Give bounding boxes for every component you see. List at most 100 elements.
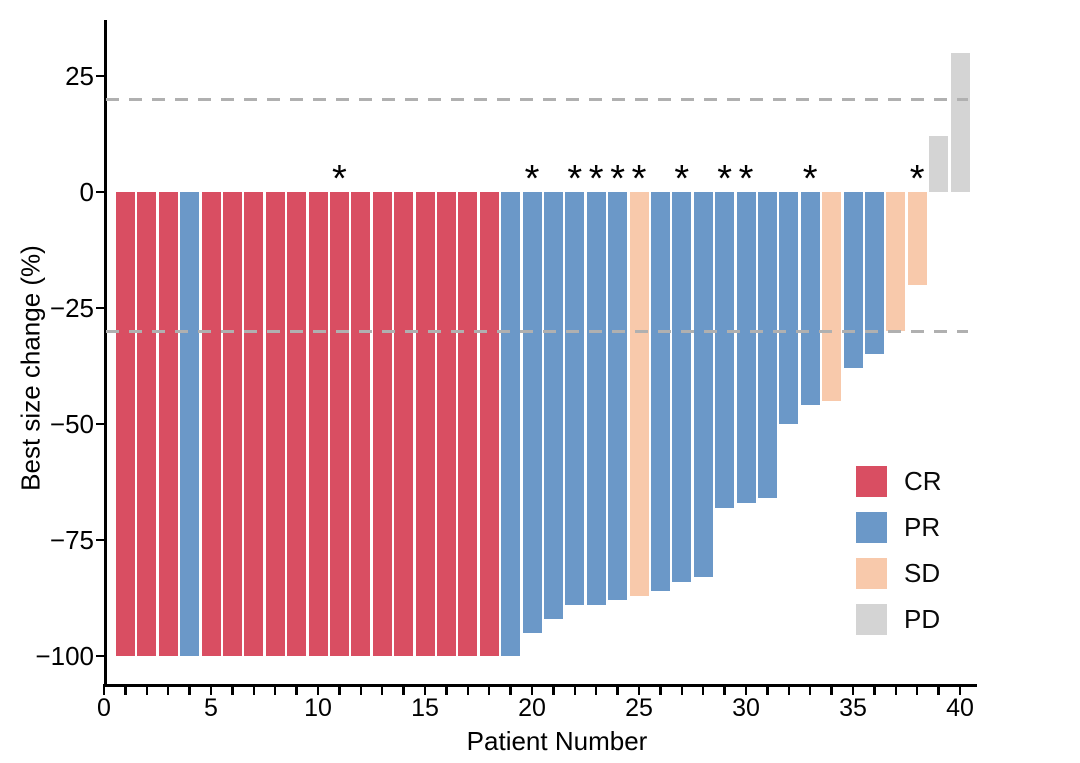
bar-patient-28-pr: [693, 192, 713, 578]
asterisk-patient-38: *: [909, 158, 925, 200]
bar-patient-19-pr: [501, 192, 521, 656]
threshold-line--30: [106, 329, 968, 333]
bar-patient-17-cr: [458, 192, 478, 656]
asterisk-patient-27: *: [674, 158, 690, 200]
x-tick-38: [915, 687, 919, 695]
bar-patient-35-pr: [843, 192, 863, 369]
x-tick-10: [316, 687, 320, 695]
bar-patient-18-cr: [479, 192, 499, 656]
asterisk-patient-25: *: [631, 158, 647, 200]
bar-patient-39-pd: [929, 136, 949, 192]
bar-patient-26-pr: [650, 192, 670, 592]
x-tick-32: [787, 687, 791, 695]
bar-patient-11-cr: [329, 192, 349, 656]
x-tick-label-40: 40: [946, 694, 974, 722]
x-tick-37: [894, 687, 898, 695]
y-tick-label--50: −50: [49, 409, 94, 439]
bar-patient-21-pr: [543, 192, 563, 619]
y-axis-title: Best size change (%): [15, 245, 46, 491]
x-tick-label-25: 25: [625, 694, 653, 722]
x-tick-21: [552, 687, 555, 695]
bar-patient-29-pr: [715, 192, 735, 508]
x-tick-39: [937, 687, 940, 695]
x-tick-36: [873, 687, 876, 695]
bar-patient-24-pr: [608, 192, 628, 601]
x-tick-label-0: 0: [97, 694, 111, 722]
x-axis-title: Patient Number: [466, 726, 648, 756]
x-tick-5: [209, 687, 213, 695]
legend-swatch-SD: [856, 558, 887, 589]
x-tick-9: [295, 687, 298, 695]
bar-patient-32-pr: [779, 192, 799, 424]
x-tick-8: [273, 687, 277, 695]
bar-patient-40-pd: [950, 52, 970, 192]
legend-swatch-CR: [856, 466, 887, 497]
y-tick-label--25: −25: [49, 293, 94, 323]
y-tick--75: [96, 538, 104, 542]
x-tick-label-15: 15: [411, 694, 439, 722]
x-tick-27: [680, 687, 684, 695]
x-tick-4: [188, 687, 191, 695]
x-axis-line: [103, 684, 977, 687]
x-tick-19: [509, 687, 512, 695]
x-tick-26: [659, 687, 662, 695]
legend-item-SD: SD: [856, 558, 942, 589]
x-tick-11: [338, 687, 341, 695]
x-tick-29: [723, 687, 726, 695]
x-tick-25: [637, 687, 641, 695]
y-tick-label-0: 0: [79, 177, 94, 207]
bar-patient-15-cr: [415, 192, 435, 656]
x-tick-1: [124, 687, 127, 695]
bar-patient-33-pr: [800, 192, 820, 406]
bar-patient-4-pr: [180, 192, 200, 656]
asterisk-patient-24: *: [610, 158, 625, 200]
asterisk-patient-22: *: [567, 158, 583, 200]
y-tick-label-25: 25: [65, 61, 94, 91]
legend-item-PD: PD: [856, 604, 942, 635]
bar-patient-36-pr: [864, 192, 884, 355]
bar-patient-5-cr: [201, 192, 221, 656]
asterisk-patient-30: *: [738, 158, 754, 200]
y-tick--100: [96, 654, 104, 658]
x-tick-33: [808, 687, 812, 695]
x-tick-label-20: 20: [518, 694, 546, 722]
legend-swatch-PD: [856, 604, 887, 635]
bar-patient-7-cr: [244, 192, 264, 656]
bar-patient-30-pr: [736, 192, 756, 503]
y-tick-label--75: −75: [49, 525, 94, 555]
x-tick-7: [252, 687, 256, 695]
x-tick-34: [830, 687, 833, 695]
bar-patient-20-pr: [522, 192, 542, 633]
bar-patient-9-cr: [287, 192, 307, 656]
bar-patient-22-pr: [565, 192, 585, 605]
legend-label-SD: SD: [904, 558, 941, 588]
bar-patient-1-cr: [115, 192, 135, 656]
y-tick--50: [96, 422, 104, 426]
bar-patient-2-cr: [137, 192, 157, 656]
legend: CR PR SD PD: [856, 466, 942, 650]
x-tick-label-35: 35: [839, 694, 867, 722]
bar-patient-31-pr: [757, 192, 777, 499]
x-tick-40: [958, 687, 962, 695]
legend-item-PR: PR: [856, 512, 942, 543]
x-tick-label-5: 5: [204, 694, 218, 722]
legend-swatch-PR: [856, 512, 887, 543]
legend-label-CR: CR: [904, 466, 942, 496]
x-tick-30: [744, 687, 748, 695]
x-tick-12: [359, 687, 363, 695]
x-tick-14: [402, 687, 405, 695]
bar-patient-27-pr: [672, 192, 692, 582]
legend-label-PD: PD: [904, 604, 941, 634]
x-tick-17: [466, 687, 470, 695]
x-tick-35: [851, 687, 855, 695]
legend-label-PR: PR: [904, 512, 941, 542]
x-tick-23: [594, 687, 598, 695]
asterisk-patient-20: *: [524, 158, 540, 200]
bar-patient-3-cr: [158, 192, 178, 656]
x-tick-24: [616, 687, 619, 695]
x-tick-31: [766, 687, 769, 695]
bar-patient-37-sd: [886, 192, 906, 332]
y-tick--25: [96, 306, 104, 310]
bar-patient-25-sd: [629, 192, 649, 596]
